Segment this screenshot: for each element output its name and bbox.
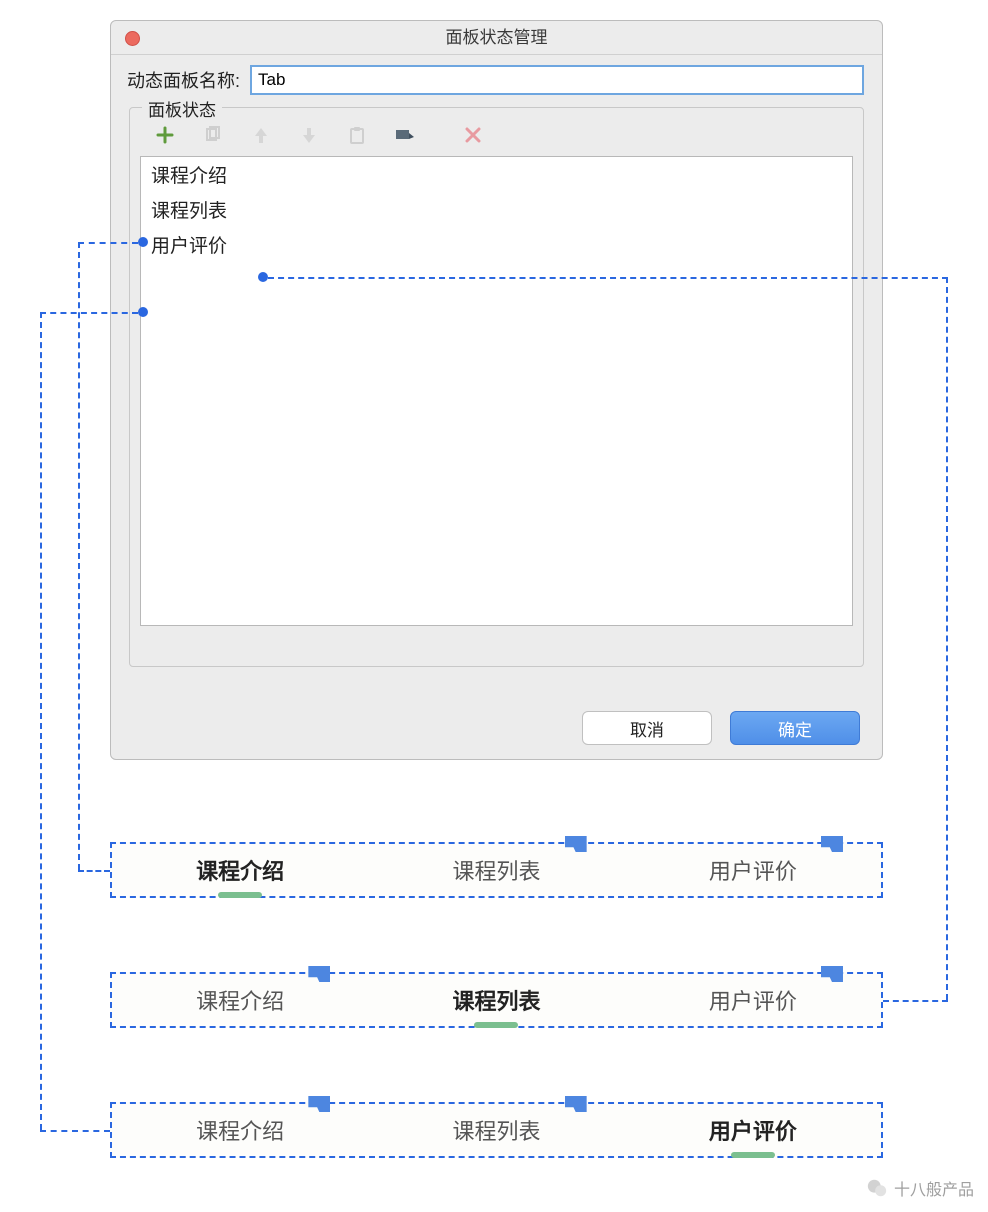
tab-label: 课程介绍 — [196, 984, 284, 1016]
active-underline — [474, 1022, 518, 1028]
state-item[interactable]: 课程列表 — [141, 192, 852, 227]
wechat-icon — [866, 1177, 888, 1199]
connector-line — [883, 1000, 948, 1002]
connector-dot-icon — [258, 272, 268, 282]
connector-line — [40, 312, 138, 314]
connector-line — [78, 242, 80, 870]
dialog-titlebar: 面板状态管理 — [111, 21, 882, 55]
tab-label: 课程介绍 — [196, 854, 284, 886]
state-list[interactable]: 课程介绍 课程列表 用户评价 — [140, 156, 853, 626]
connector-line — [78, 870, 110, 872]
cancel-button[interactable]: 取消 — [582, 711, 712, 745]
watermark-text: 十八般产品 — [894, 1176, 974, 1200]
tab-label: 课程介绍 — [196, 1114, 284, 1146]
edit-icon[interactable] — [394, 124, 416, 146]
tab-cell[interactable]: 课程介绍 — [112, 974, 368, 1026]
active-underline — [218, 892, 262, 898]
connector-line — [268, 277, 948, 279]
watermark: 十八般产品 — [866, 1176, 974, 1200]
footnote-badge-icon — [308, 1096, 330, 1112]
panel-name-input[interactable] — [250, 65, 864, 95]
move-down-icon[interactable] — [298, 124, 320, 146]
footnote-badge-icon — [821, 966, 843, 982]
tab-cell[interactable]: 课程介绍 — [112, 844, 368, 896]
active-underline — [731, 1152, 775, 1158]
tab-cell[interactable]: 课程列表 — [368, 844, 624, 896]
footnote-badge-icon — [565, 836, 587, 852]
tab-cell[interactable]: 用户评价 — [625, 974, 881, 1026]
ok-button[interactable]: 确定 — [730, 711, 860, 745]
dialog-buttons: 取消 确定 — [582, 711, 860, 745]
tab-label: 用户评价 — [709, 854, 797, 886]
state-item[interactable]: 用户评价 — [141, 227, 852, 262]
tab-label: 课程列表 — [452, 1114, 540, 1146]
states-toolbar — [140, 118, 853, 156]
connector-line — [40, 312, 42, 1130]
tab-cell[interactable]: 用户评价 — [625, 844, 881, 896]
state-item[interactable]: 课程介绍 — [141, 157, 852, 192]
tab-preview-bar: 课程介绍 课程列表 用户评价 — [110, 842, 883, 898]
tab-cell[interactable]: 用户评价 — [625, 1104, 881, 1156]
fieldset-legend: 面板状态 — [142, 96, 222, 121]
connector-line — [40, 1130, 110, 1132]
dialog-title: 面板状态管理 — [446, 28, 548, 47]
delete-icon[interactable] — [462, 124, 484, 146]
panel-state-dialog: 面板状态管理 动态面板名称: 面板状态 — [110, 20, 883, 760]
tab-label: 课程列表 — [452, 854, 540, 886]
tab-preview-bar: 课程介绍 课程列表 用户评价 — [110, 972, 883, 1028]
tab-preview-bar: 课程介绍 课程列表 用户评价 — [110, 1102, 883, 1158]
connector-line — [78, 242, 138, 244]
tab-label: 用户评价 — [709, 984, 797, 1016]
tab-cell[interactable]: 课程列表 — [368, 974, 624, 1026]
move-up-icon[interactable] — [250, 124, 272, 146]
footnote-badge-icon — [565, 1096, 587, 1112]
tab-cell[interactable]: 课程介绍 — [112, 1104, 368, 1156]
states-fieldset: 面板状态 课程介绍 — [129, 107, 864, 667]
tab-label: 用户评价 — [709, 1114, 797, 1146]
connector-dot-icon — [138, 307, 148, 317]
connector-dot-icon — [138, 237, 148, 247]
name-label: 动态面板名称: — [127, 67, 240, 93]
close-icon[interactable] — [125, 31, 140, 46]
footnote-badge-icon — [308, 966, 330, 982]
copy-icon[interactable] — [202, 124, 224, 146]
tab-label: 课程列表 — [452, 984, 540, 1016]
connector-line — [946, 277, 948, 1000]
tab-cell[interactable]: 课程列表 — [368, 1104, 624, 1156]
name-row: 动态面板名称: — [111, 55, 882, 101]
footnote-badge-icon — [821, 836, 843, 852]
paste-icon[interactable] — [346, 124, 368, 146]
add-icon[interactable] — [154, 124, 176, 146]
